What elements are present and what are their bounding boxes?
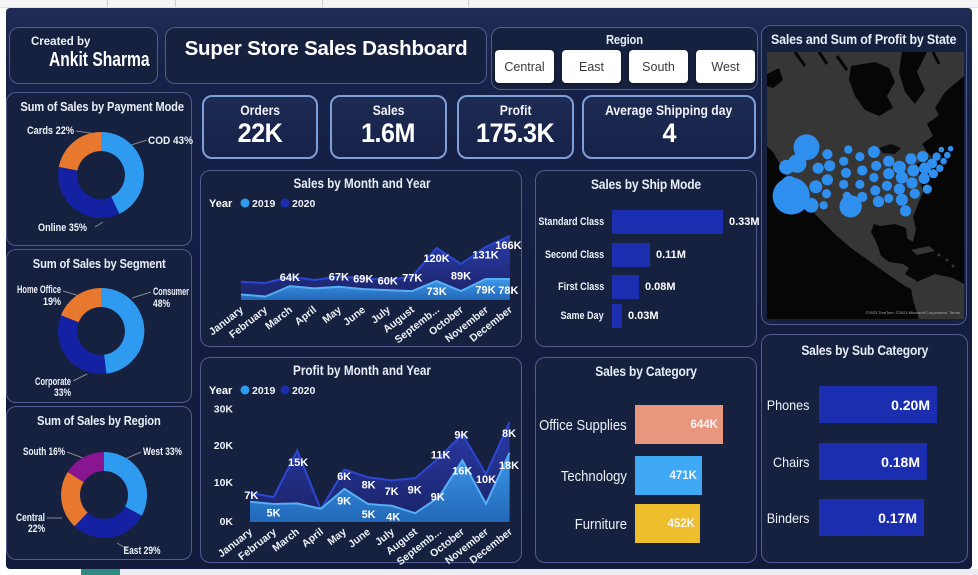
svg-text:Corporate: Corporate: [35, 376, 71, 388]
svg-text:COD 43%: COD 43%: [148, 135, 193, 147]
svg-text:2019: 2019: [252, 385, 276, 397]
svg-text:60K: 60K: [378, 276, 398, 288]
svg-text:20K: 20K: [214, 440, 234, 452]
svg-text:April: April: [300, 526, 326, 550]
svg-text:67K: 67K: [329, 272, 349, 284]
svg-text:73K: 73K: [427, 286, 447, 298]
svg-text:West 33%: West 33%: [143, 446, 182, 458]
svg-text:©2023 TomTom, ©2023 Microsoft: ©2023 TomTom, ©2023 Microsoft Corporatio…: [866, 310, 960, 315]
svg-text:May: May: [325, 526, 349, 548]
svg-text:Sales by Month and Year: Sales by Month and Year: [294, 175, 431, 191]
svg-text:0K: 0K: [220, 516, 234, 528]
svg-text:Year: Year: [209, 198, 233, 210]
svg-text:2019: 2019: [252, 198, 276, 210]
svg-text:Central: Central: [16, 512, 45, 524]
svg-text:April: April: [293, 304, 319, 328]
svg-text:2020: 2020: [292, 198, 316, 210]
svg-text:Cards 22%: Cards 22%: [27, 125, 74, 137]
svg-text:69K: 69K: [353, 273, 373, 285]
svg-text:Home Office: Home Office: [17, 284, 61, 296]
svg-text:East 29%: East 29%: [124, 545, 161, 557]
svg-text:9K: 9K: [408, 485, 422, 497]
svg-text:33%: 33%: [54, 387, 71, 399]
svg-text:March: March: [270, 526, 302, 555]
svg-text:8K: 8K: [502, 428, 516, 440]
svg-text:16K: 16K: [452, 466, 472, 478]
svg-text:7K: 7K: [385, 486, 399, 498]
svg-text:10K: 10K: [214, 477, 234, 489]
svg-text:Consumer: Consumer: [153, 286, 189, 298]
svg-text:9K: 9K: [337, 495, 351, 507]
svg-text:30K: 30K: [214, 403, 234, 415]
svg-text:6K: 6K: [337, 471, 351, 483]
svg-text:June: June: [346, 526, 373, 551]
svg-text:120K: 120K: [423, 253, 449, 265]
svg-text:10K: 10K: [476, 474, 496, 486]
svg-text:May: May: [320, 304, 344, 326]
svg-text:8K: 8K: [362, 479, 376, 491]
svg-text:March: March: [263, 304, 295, 333]
svg-text:South 16%: South 16%: [23, 446, 65, 458]
svg-text:2020: 2020: [292, 385, 316, 397]
svg-text:5K: 5K: [362, 509, 376, 521]
svg-text:7K: 7K: [244, 490, 258, 502]
svg-text:9K: 9K: [431, 492, 445, 504]
svg-text:June: June: [341, 304, 368, 329]
svg-text:Profit by Month and Year: Profit by Month and Year: [293, 362, 431, 378]
svg-text:166K: 166K: [495, 240, 521, 252]
svg-text:79K: 79K: [475, 285, 495, 297]
svg-text:9K: 9K: [454, 429, 468, 441]
svg-text:11K: 11K: [431, 449, 451, 461]
svg-text:89K: 89K: [451, 271, 471, 283]
svg-text:22%: 22%: [28, 523, 45, 535]
svg-text:48%: 48%: [153, 298, 170, 310]
svg-text:131K: 131K: [472, 250, 498, 262]
svg-text:77K: 77K: [402, 272, 422, 284]
svg-text:5K: 5K: [266, 508, 280, 520]
svg-text:4K: 4K: [386, 512, 400, 524]
svg-text:78K: 78K: [498, 285, 518, 297]
svg-text:19%: 19%: [43, 296, 61, 308]
svg-text:64K: 64K: [280, 272, 300, 284]
svg-text:18K: 18K: [499, 460, 519, 472]
svg-text:Year: Year: [209, 385, 233, 397]
svg-text:15K: 15K: [288, 457, 308, 469]
svg-text:Online 35%: Online 35%: [38, 222, 87, 234]
